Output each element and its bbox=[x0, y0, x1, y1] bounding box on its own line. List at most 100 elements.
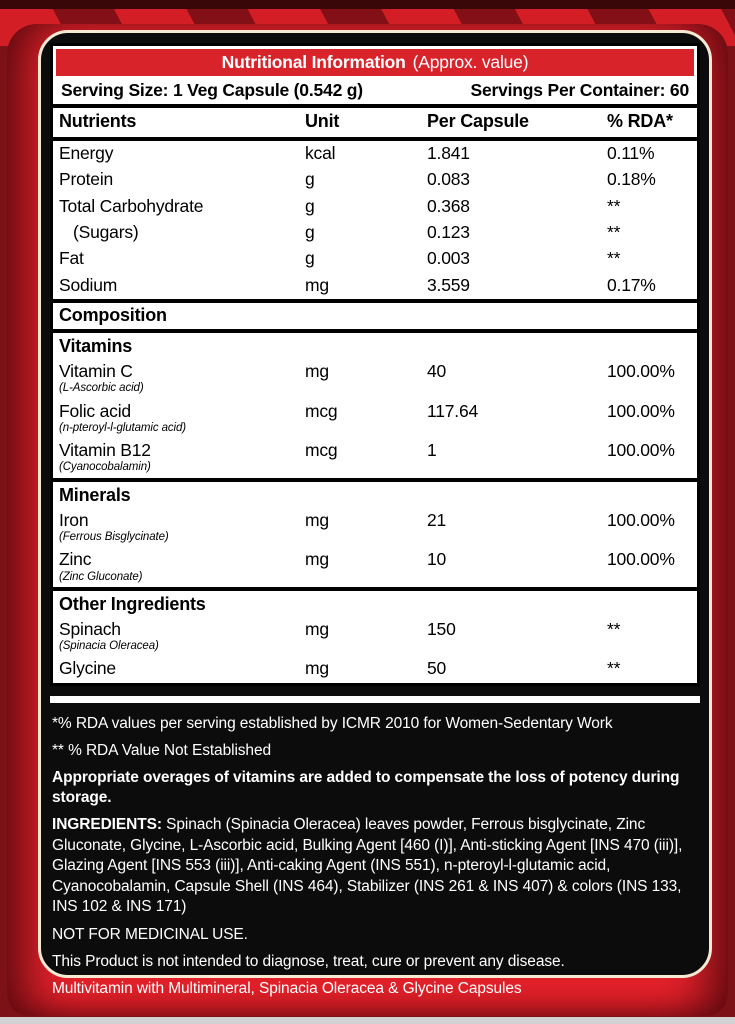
nutrient-per-capsule: 117.64 bbox=[427, 400, 479, 421]
col-header-nutrients: Nutrients bbox=[59, 111, 137, 131]
nutrient-rda: 100.00% bbox=[607, 361, 675, 382]
rda-not-established-footnote: ** % RDA Value Not Established bbox=[52, 741, 271, 759]
rda-footnote: *% RDA values per serving established by… bbox=[52, 714, 613, 732]
col-header-per-capsule: Per Capsule bbox=[427, 111, 529, 131]
table-title-note: (Approx. value) bbox=[412, 52, 529, 72]
col-header-unit: Unit bbox=[305, 111, 340, 131]
nutrient-source: (L-Ascorbic acid) bbox=[59, 382, 144, 395]
nutrient-source: (Cyanocobalamin) bbox=[59, 461, 151, 474]
serving-info-row: Serving Size: 1 Veg Capsule (0.542 g) Se… bbox=[53, 79, 697, 108]
nutrient-name: Spinach (Spinacia Oleracea) bbox=[59, 619, 305, 654]
nutrient-unit: mcg bbox=[305, 400, 338, 421]
product-description: Multivitamin with Multimineral, Spinacia… bbox=[52, 979, 522, 997]
nutrient-name: Vitamin B12 (Cyanocobalamin) bbox=[59, 440, 305, 475]
nutrient-rda: ** bbox=[607, 658, 621, 679]
not-medicinal-note: NOT FOR MEDICINAL USE. bbox=[52, 925, 248, 943]
table-row: (Sugars) g 0.123 ** bbox=[53, 220, 697, 246]
separator-strip bbox=[50, 695, 700, 703]
nutrient-per-capsule: 150 bbox=[427, 618, 456, 639]
nutrient-name-text: Zinc bbox=[59, 549, 92, 570]
nutrient-name: Iron (Ferrous Bisglycinate) bbox=[59, 510, 305, 545]
nutrient-unit: mcg bbox=[305, 440, 338, 461]
nutrient-rda: ** bbox=[607, 248, 621, 269]
nutrient-unit: g bbox=[305, 195, 315, 216]
nutrient-unit: mg bbox=[305, 361, 329, 382]
composition-section-heading: Composition bbox=[53, 299, 697, 334]
top-dark-edge bbox=[0, 0, 735, 9]
table-title: Nutritional Information bbox=[221, 52, 406, 72]
nutrient-per-capsule: 0.003 bbox=[427, 248, 470, 269]
nutrient-name-text: Spinach bbox=[59, 618, 121, 639]
nutrient-source: (n-pteroyl-l-glutamic acid) bbox=[59, 421, 187, 434]
nutrient-name: Protein bbox=[59, 169, 114, 190]
table-row: Vitamin B12 (Cyanocobalamin) mcg 1 100.00… bbox=[53, 438, 697, 478]
nutrient-name: Fat bbox=[59, 248, 84, 269]
serving-size: Serving Size: 1 Veg Capsule (0.542 g) bbox=[61, 80, 363, 100]
nutrition-facts-table: Nutritional Information (Approx. value) … bbox=[50, 43, 700, 686]
nutrition-panel: Nutritional Information (Approx. value) … bbox=[38, 30, 712, 997]
nutrient-name: Sodium bbox=[59, 274, 118, 295]
nutrient-rda: 100.00% bbox=[607, 509, 675, 530]
nutrient-name-text: Iron bbox=[59, 509, 89, 530]
nutrient-per-capsule: 0.083 bbox=[427, 169, 470, 190]
table-row: Sodium mg 3.559 0.17% bbox=[53, 273, 697, 299]
other-ingredients-group-heading: Other Ingredients bbox=[53, 586, 697, 617]
table-row: Iron (Ferrous Bisglycinate) mg 21 100.00% bbox=[53, 508, 697, 548]
nutrient-unit: g bbox=[305, 169, 315, 190]
nutrient-rda: 0.17% bbox=[607, 274, 656, 295]
table-row: Protein g 0.083 0.18% bbox=[53, 167, 697, 193]
nutrient-rda: 0.11% bbox=[607, 142, 655, 163]
nutrient-unit: kcal bbox=[305, 142, 336, 163]
ingredients-label: INGREDIENTS: bbox=[52, 816, 162, 834]
nutrient-rda: 100.00% bbox=[607, 549, 675, 570]
ingredients-paragraph: INGREDIENTS: Spinach (Spinacia Oleracea)… bbox=[52, 815, 698, 917]
column-header-row: Nutrients Unit Per Capsule % RDA* bbox=[53, 108, 697, 141]
nutrient-name: Folic acid (n-pteroyl-l-glutamic acid) bbox=[59, 401, 305, 436]
nutrient-rda: 100.00% bbox=[607, 400, 675, 421]
nutrient-per-capsule: 21 bbox=[427, 509, 447, 530]
nutrient-per-capsule: 1.841 bbox=[427, 142, 470, 163]
nutrient-source: (Spinacia Oleracea) bbox=[59, 640, 159, 653]
nutrient-name: Zinc (Zinc Gluconate) bbox=[59, 549, 305, 584]
nutrient-per-capsule: 10 bbox=[427, 549, 447, 570]
nutrient-per-capsule: 0.123 bbox=[427, 221, 470, 242]
nutrient-name-text: Vitamin B12 bbox=[59, 440, 151, 461]
table-row: Glycine mg 50 ** bbox=[53, 656, 697, 682]
nutrient-name-text: Folic acid bbox=[59, 400, 131, 421]
nutrient-unit: mg bbox=[305, 618, 329, 639]
overage-note: Appropriate overages of vitamins are add… bbox=[52, 769, 680, 807]
nutrient-rda: ** bbox=[607, 221, 621, 242]
table-title-bar: Nutritional Information (Approx. value) bbox=[56, 49, 694, 76]
nutrient-name-text: Glycine bbox=[59, 658, 116, 679]
nutrient-unit: mg bbox=[305, 509, 329, 530]
nutrient-source: (Ferrous Bisglycinate) bbox=[59, 531, 169, 544]
nutrient-per-capsule: 0.368 bbox=[427, 195, 470, 216]
nutrient-unit: g bbox=[305, 221, 315, 242]
nutrient-per-capsule: 3.559 bbox=[427, 274, 470, 295]
nutrient-unit: mg bbox=[305, 549, 329, 570]
nutrient-name-text: Vitamin C bbox=[59, 361, 133, 382]
table-row: Energy kcal 1.841 0.11% bbox=[53, 141, 697, 167]
nutrient-source: (Zinc Gluconate) bbox=[59, 570, 143, 583]
nutrient-name: (Sugars) bbox=[73, 221, 139, 242]
nutrient-name: Glycine bbox=[59, 658, 305, 679]
table-row: Folic acid (n-pteroyl-l-glutamic acid) mc… bbox=[53, 399, 697, 439]
table-row: Fat g 0.003 ** bbox=[53, 246, 697, 272]
table-row: Vitamin C (L-Ascorbic acid) mg 40 100.00% bbox=[53, 359, 697, 399]
nutrient-per-capsule: 1 bbox=[427, 440, 437, 461]
nutrient-rda: ** bbox=[607, 618, 621, 639]
nutrient-name: Energy bbox=[59, 142, 114, 163]
table-row: Total Carbohydrate g 0.368 ** bbox=[53, 194, 697, 220]
nutrient-rda: ** bbox=[607, 195, 621, 216]
vitamins-group-heading: Vitamins bbox=[59, 336, 133, 357]
nutrient-per-capsule: 50 bbox=[427, 658, 447, 679]
table-row: Spinach (Spinacia Oleracea) mg 150 ** bbox=[53, 617, 697, 657]
footnotes: *% RDA values per serving established by… bbox=[50, 714, 700, 999]
nutrient-rda: 100.00% bbox=[607, 440, 675, 461]
ingredients-text: Spinach (Spinacia Oleracea) leaves powde… bbox=[52, 816, 683, 916]
nutrient-unit: mg bbox=[305, 274, 329, 295]
nutrient-unit: mg bbox=[305, 658, 329, 679]
nutrient-per-capsule: 40 bbox=[427, 361, 447, 382]
minerals-group-heading: Minerals bbox=[53, 477, 697, 508]
